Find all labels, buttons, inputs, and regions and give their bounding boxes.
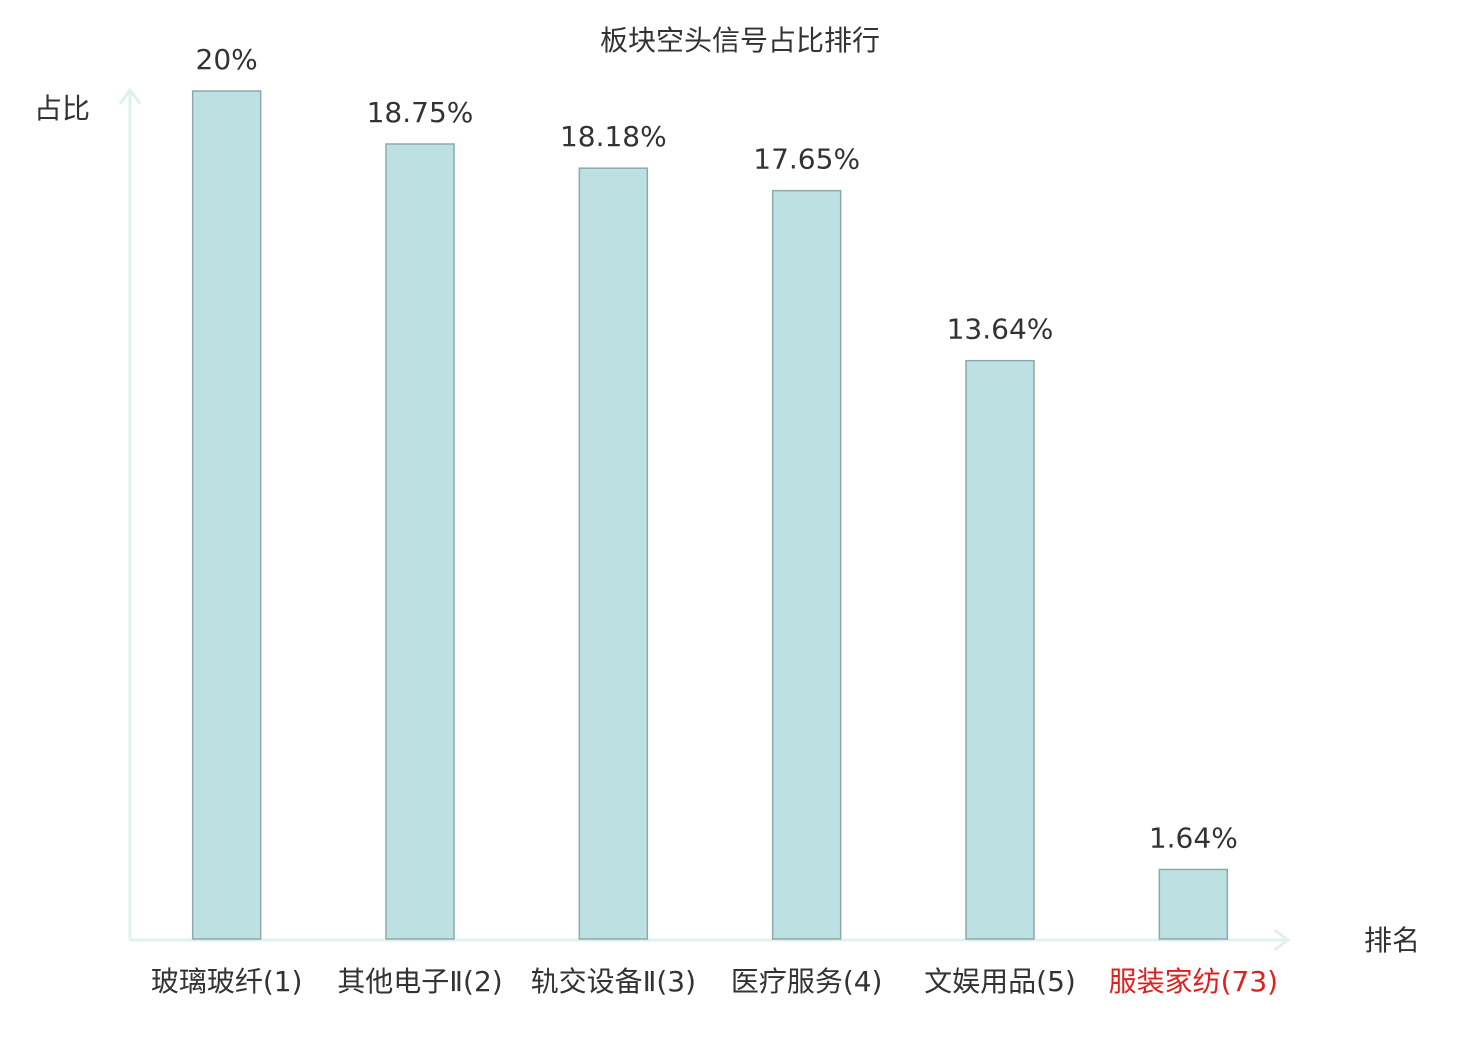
chart-title: 板块空头信号占比排行 <box>600 24 880 57</box>
x-tick-label: 其他电子Ⅱ(2) <box>337 965 503 998</box>
x-axis-label: 排名 <box>1364 924 1420 957</box>
x-tick-label: 玻璃玻纤(1) <box>150 965 303 998</box>
value-label: 18.18% <box>560 120 667 153</box>
value-label: 18.75% <box>367 96 474 129</box>
bar <box>965 359 1035 940</box>
x-tick-label: 医疗服务(4) <box>730 965 883 998</box>
axes <box>118 87 1291 952</box>
x-tick-label: 服装家纺(73) <box>1108 965 1279 998</box>
bar <box>771 189 842 940</box>
value-label: 1.64% <box>1149 821 1238 854</box>
value-label: 20% <box>196 43 258 76</box>
y-axis-label: 占比 <box>34 92 90 125</box>
bar <box>385 143 455 940</box>
value-label: 13.64% <box>947 313 1054 346</box>
x-tick-label: 轨交设备Ⅱ(3) <box>530 965 697 998</box>
bar <box>1158 868 1229 940</box>
value-label: 17.65% <box>753 143 860 176</box>
bar <box>578 167 649 940</box>
x-tick-label: 文娱用品(5) <box>924 965 1076 998</box>
bar <box>191 90 262 940</box>
